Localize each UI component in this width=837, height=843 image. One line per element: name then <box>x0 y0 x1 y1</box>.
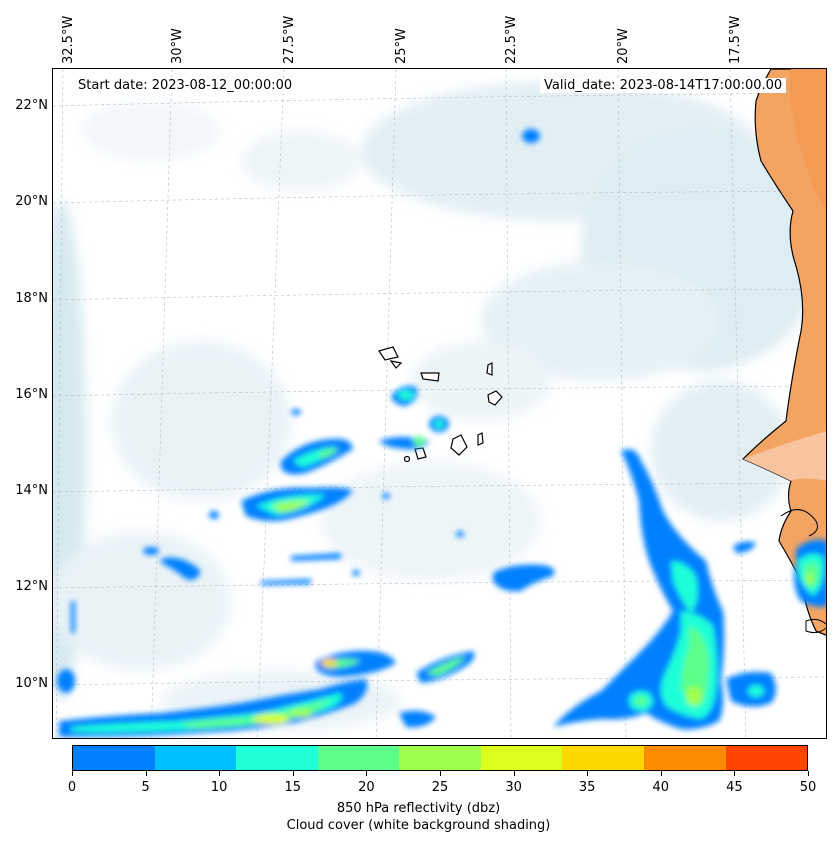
colorbar-tick-mark <box>808 771 809 776</box>
lon-tick-30w: 30°W <box>170 28 185 64</box>
lat-tick-10n: 10°N <box>15 676 48 691</box>
map-canvas <box>53 69 826 738</box>
colorbar-segment <box>154 746 237 770</box>
colorbar-tick-label: 10 <box>210 780 228 795</box>
colorbar-tick-mark <box>734 771 736 776</box>
colorbar-tick-label: 30 <box>505 780 522 795</box>
reflectivity-cells <box>57 129 826 737</box>
lon-tick-25w: 25°W <box>394 28 409 64</box>
lon-tick-27-5w: 27.5°W <box>282 15 297 64</box>
colorbar-tick-label: 25 <box>431 780 449 795</box>
colorbar-segment <box>562 746 644 770</box>
colorbar-tick-mark <box>72 771 73 776</box>
colorbar-tick-label: 0 <box>67 780 77 795</box>
colorbar <box>72 745 808 771</box>
valid-date-label: Valid_date: 2023-08-14T17:00:00.00 <box>540 78 787 93</box>
colorbar-segment <box>236 746 318 770</box>
colorbar-segment <box>317 746 400 770</box>
colorbar-tick-mark <box>366 771 368 776</box>
lon-tick-17-5w: 17.5°W <box>728 15 743 64</box>
lat-tick-20n: 20°N <box>15 194 48 209</box>
colorbar-tick-mark <box>440 771 441 776</box>
map-panel <box>52 68 827 739</box>
colorbar-segment <box>725 746 808 770</box>
colorbar-tick-mark <box>145 771 147 776</box>
graticule <box>53 69 826 738</box>
cloud-cover-shading <box>53 81 821 731</box>
colorbar-tick-label: 45 <box>726 780 743 795</box>
colorbar-tick-mark <box>513 771 515 776</box>
colorbar-tick-label: 50 <box>799 780 817 795</box>
start-date-label: Start date: 2023-08-12_00:00:00 <box>74 78 297 93</box>
lon-tick-32-5w: 32.5°W <box>61 15 76 64</box>
colorbar-segment <box>73 746 155 770</box>
colorbar-segment <box>643 746 726 770</box>
colorbar-tick-mark <box>292 771 294 776</box>
colorbar-segment <box>399 746 481 770</box>
lon-tick-20w: 20°W <box>616 28 631 64</box>
colorbar-tick-label: 15 <box>284 780 302 795</box>
colorbar-label: 850 hPa reflectivity (dbz) <box>336 801 501 816</box>
lon-tick-22-5w: 22.5°W <box>504 15 519 64</box>
coast-detail <box>780 509 826 634</box>
lat-tick-12n: 12°N <box>15 579 48 594</box>
colorbar-tick-label: 35 <box>578 780 596 795</box>
colorbar-tick-mark <box>219 771 221 776</box>
colorbar-tick-mark <box>587 771 589 776</box>
african-land <box>741 69 826 636</box>
colorbar-sublabel: Cloud cover (white background shading) <box>286 818 551 833</box>
colorbar-tick-label: 20 <box>358 780 375 795</box>
colorbar-tick-mark <box>660 771 662 776</box>
lat-tick-22n: 22°N <box>15 98 48 113</box>
lat-tick-18n: 18°N <box>15 291 48 306</box>
lat-tick-16n: 16°N <box>15 387 48 402</box>
colorbar-tick-label: 5 <box>141 780 150 795</box>
lat-tick-14n: 14°N <box>15 483 48 498</box>
colorbar-segment <box>480 746 563 770</box>
colorbar-tick-label: 40 <box>652 780 670 795</box>
cabo-verde-islands <box>378 346 503 463</box>
